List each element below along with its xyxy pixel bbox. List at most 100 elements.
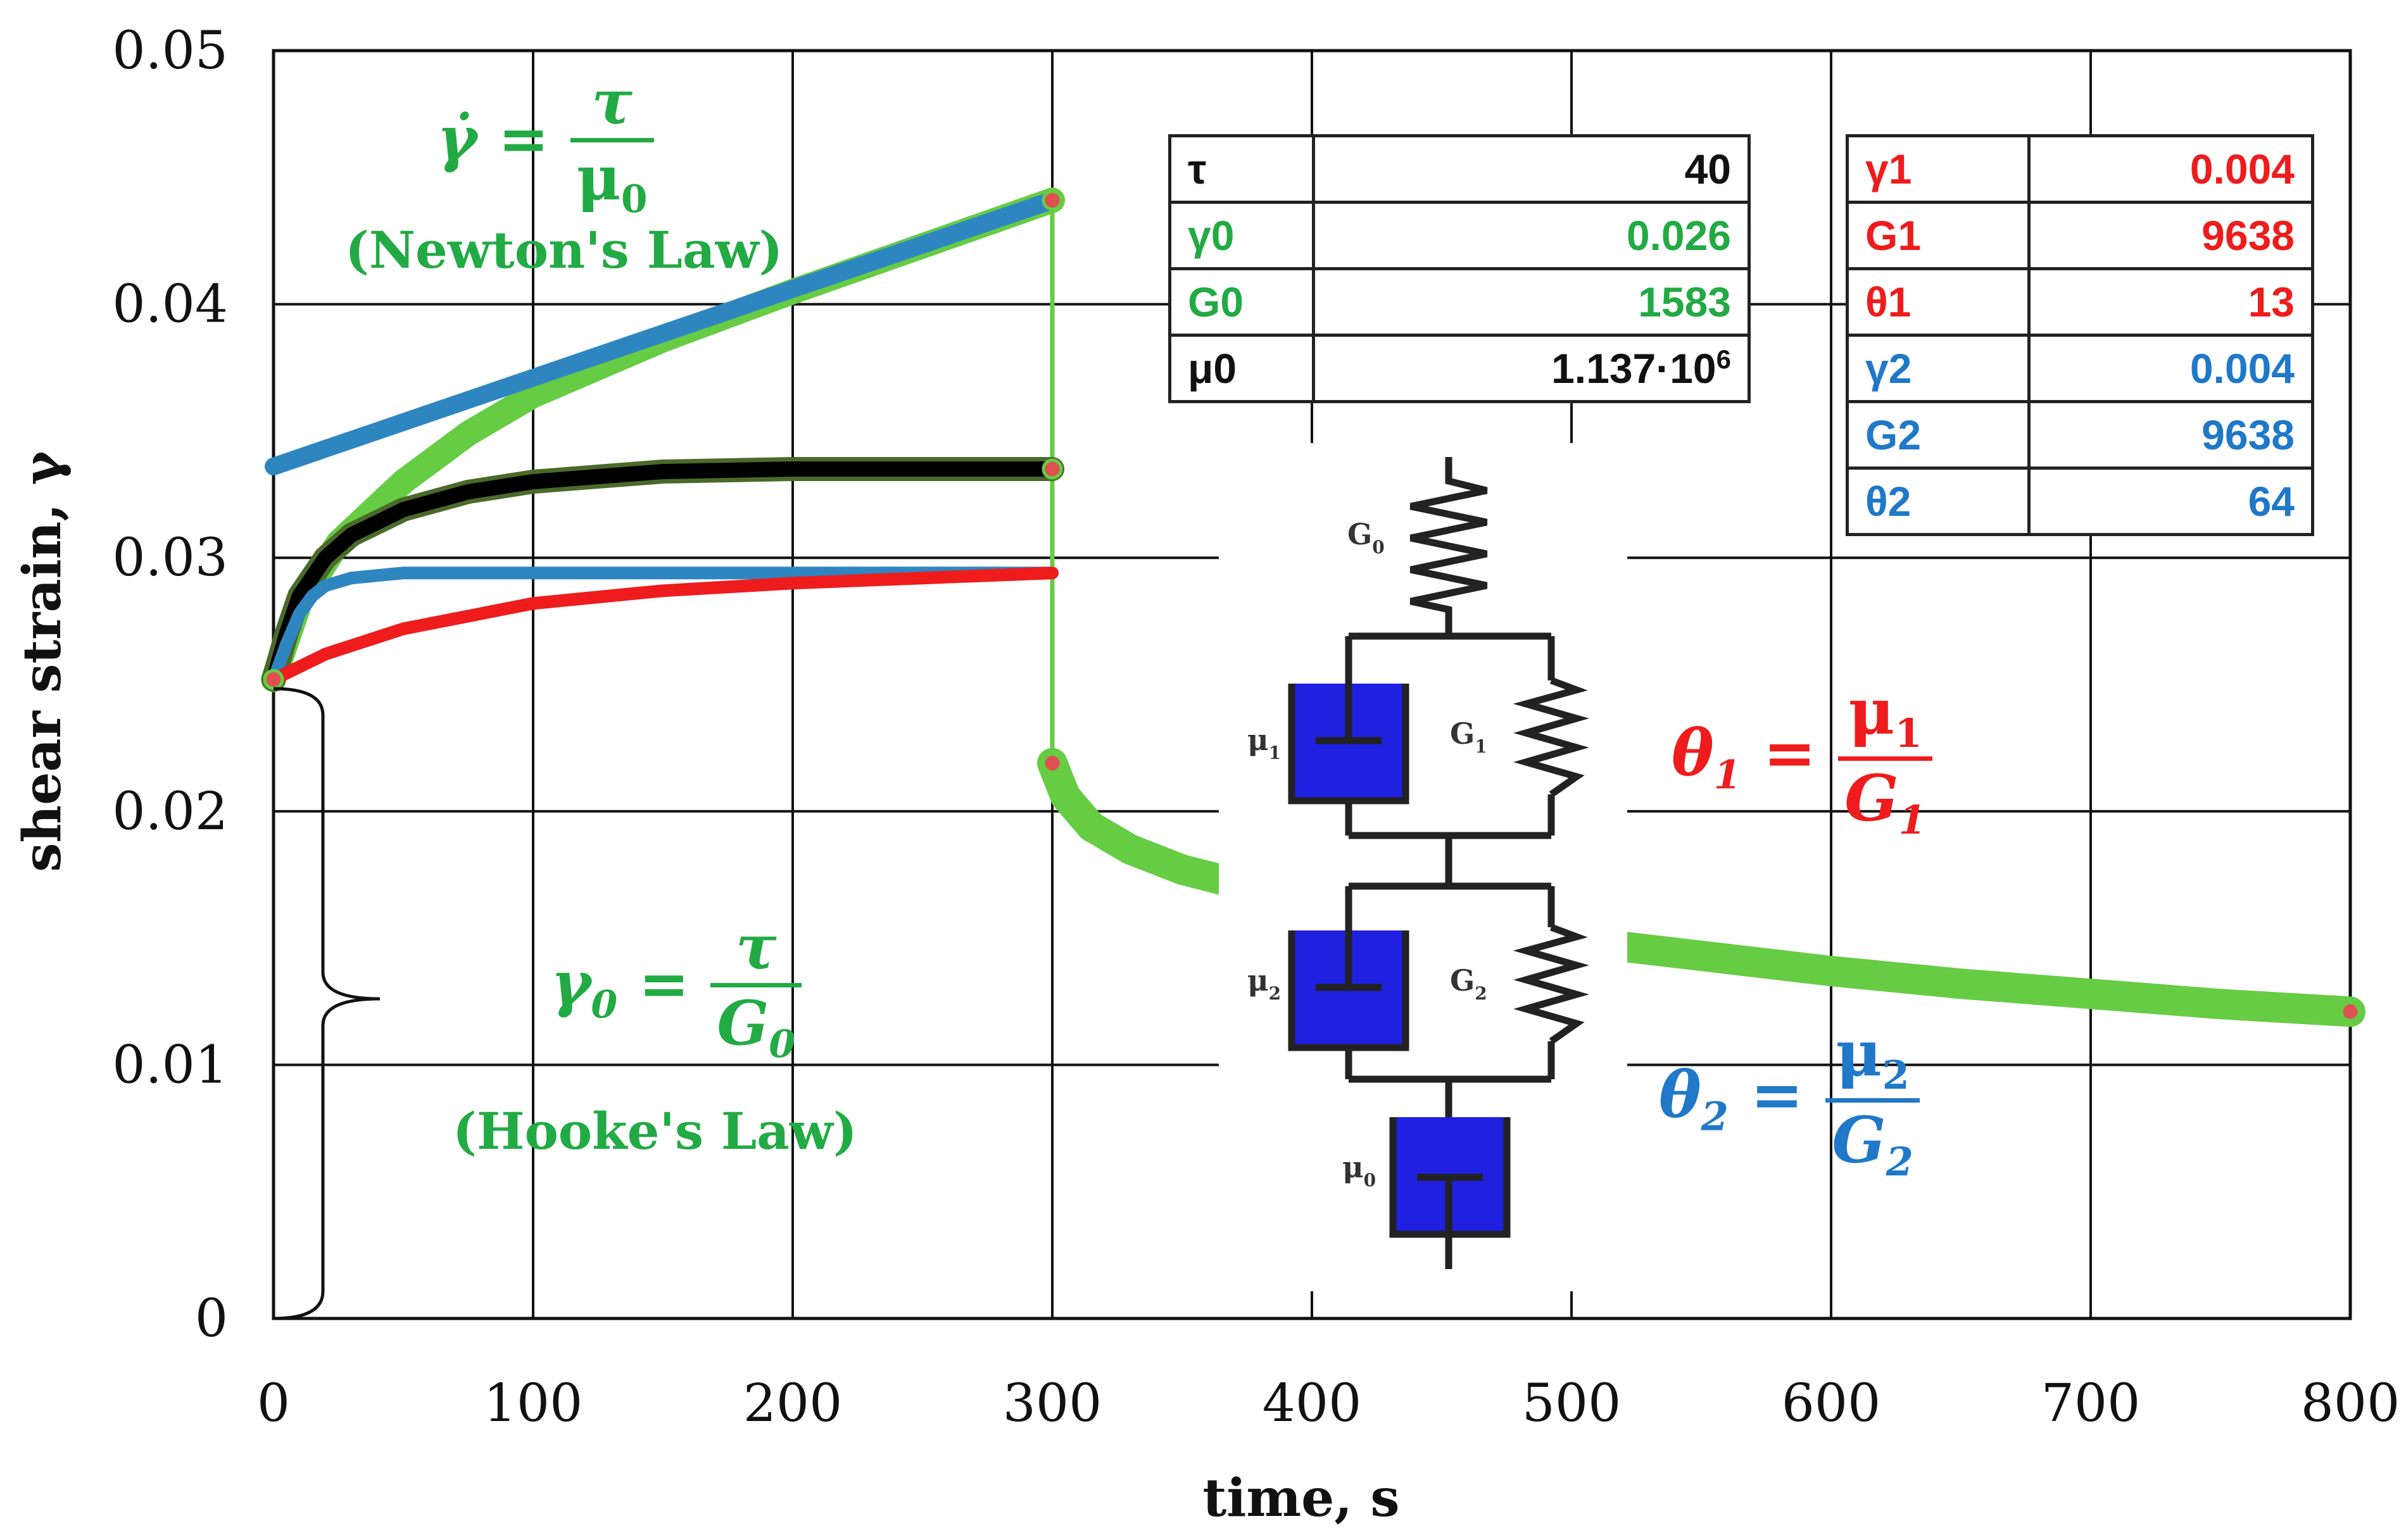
kv1-frame (1345, 632, 1555, 886)
theta2-denominator: G2 (1832, 1103, 1913, 1185)
dashpot-mu0 (1389, 1117, 1511, 1269)
table-value-exponent: 6 (1716, 344, 1731, 374)
x-tick-label: 500 (1522, 1374, 1622, 1434)
table-row: μ0 1.137·106 (1168, 334, 1751, 403)
table-value: 0.004 (2027, 134, 2314, 204)
table-row: G1 9638 (1846, 201, 2314, 270)
table-row: G2 9638 (1846, 400, 2314, 470)
x-tick-label: 700 (2041, 1374, 2141, 1434)
table-value: 1583 (1312, 267, 1751, 337)
x-tick-label: 0 (257, 1374, 290, 1434)
data-marker (1042, 753, 1063, 774)
data-marker (1042, 189, 1063, 211)
parameter-table-left: τ 40 γ0 0.026 G0 1583 μ0 1.137·106 (1168, 134, 1751, 403)
tick-labels: 0 100 200 300 400 500 600 700 80000.010.020.030.… (112, 21, 2400, 1434)
table-key: μ0 (1168, 334, 1315, 403)
parameter-table-right: γ1 0.004 G1 9638 θ1 13 γ2 0.004 G2 9638 θ2 64 (1846, 134, 2314, 536)
newton-lhs: γ̇ = (437, 103, 550, 175)
y-tick-label: 0.05 (112, 21, 228, 81)
theta1-equation: θ1 = μ1 G1 (1672, 674, 1932, 843)
x-axis-title: time, s (1202, 1468, 1399, 1529)
kv2-frame (1345, 882, 1555, 1117)
hooke-lhs-sub: 0 (591, 982, 618, 1027)
y-tick-label: 0.02 (112, 782, 228, 842)
hooke-denominator: G0 (717, 987, 796, 1067)
table-value: 64 (2027, 466, 2314, 536)
theta2-fraction: μ2 G2 (1825, 1016, 1920, 1185)
theta1-lhs: θ (1672, 715, 1714, 791)
table-value: 13 (2027, 267, 2314, 337)
x-tick-label: 200 (743, 1374, 843, 1434)
spring-g0 (1409, 457, 1488, 636)
series-line-3 (267, 567, 1059, 686)
y-tick-label: 0 (195, 1289, 228, 1349)
x-tick-label: 300 (1003, 1374, 1102, 1434)
rheological-model-diagram: G0 μ1 G1 μ2 G2 μ0 (1219, 443, 1627, 1291)
theta1-lhs-sub: 1 (1713, 751, 1741, 798)
theta2-lhs: θ (1659, 1057, 1701, 1132)
hooke-brace (273, 687, 381, 1320)
theta2-lhs-sub: 2 (1701, 1093, 1729, 1140)
y-tick-label: 0.01 (112, 1035, 228, 1095)
y-tick-label: 0.03 (112, 528, 228, 588)
table-row: θ1 13 (1846, 267, 2314, 337)
table-key: θ1 (1846, 267, 2031, 337)
table-key: G1 (1846, 201, 2031, 270)
data-marker (263, 668, 284, 690)
x-tick-label: 600 (1782, 1374, 1881, 1434)
newton-numerator: τ (570, 66, 654, 142)
dashpot-mu2 (1288, 930, 1409, 1051)
hooke-caption: (Hooke's Law) (453, 1101, 857, 1161)
table-value: 1.137·106 (1312, 334, 1751, 403)
spring-g2 (1513, 923, 1589, 1044)
theta1-denominator: G1 (1844, 761, 1926, 843)
table-key: γ1 (1846, 134, 2031, 204)
label-g0: G0 (1347, 517, 1385, 558)
hooke-equation: γ0 = τ G0 (551, 911, 802, 1067)
label-mu1: μ1 (1247, 723, 1281, 763)
hooke-lhs: γ (551, 948, 591, 1020)
table-value: 9638 (2027, 201, 2314, 270)
theta2-numerator: μ2 (1825, 1016, 1920, 1103)
hooke-numerator: τ (710, 911, 802, 987)
data-marker (2340, 1001, 2361, 1022)
table-row: τ 40 (1168, 134, 1751, 204)
x-tick-label: 800 (2301, 1374, 2400, 1434)
hooke-fraction: τ G0 (710, 911, 802, 1067)
table-row: γ2 0.004 (1846, 334, 2314, 403)
series-line-2 (266, 461, 1060, 687)
newton-equation: γ̇ = τ μ0 (437, 66, 654, 222)
table-row: G0 1583 (1168, 267, 1751, 337)
table-key: γ2 (1846, 334, 2031, 403)
table-row: γ0 0.026 (1168, 201, 1751, 270)
table-key: G0 (1168, 267, 1315, 337)
label-mu0: μ0 (1342, 1150, 1376, 1191)
y-tick-label: 0.04 (112, 275, 228, 335)
theta2-equation: θ2 = μ2 G2 (1659, 1016, 1920, 1185)
series-line-1 (265, 191, 1061, 475)
data-marker (1042, 458, 1063, 480)
label-mu2: μ2 (1247, 963, 1281, 1004)
y-axis-title: shear strain, γ (12, 451, 73, 872)
theta2-equals: = (1750, 1057, 1804, 1132)
table-value: 40 (1312, 134, 1751, 204)
newton-denominator: μ0 (576, 142, 648, 222)
table-key: θ2 (1846, 466, 2031, 536)
x-tick-label: 100 (484, 1374, 583, 1434)
newton-fraction: τ μ0 (570, 66, 654, 222)
label-g1: G1 (1450, 717, 1487, 757)
table-row: γ1 0.004 (1846, 134, 2314, 204)
x-tick-label: 400 (1263, 1374, 1362, 1434)
dashpot-mu1 (1288, 684, 1409, 804)
series-line-4 (267, 567, 1059, 686)
newton-caption: (Newton's Law) (345, 220, 783, 280)
hooke-equals: = (638, 948, 690, 1020)
theta1-fraction: μ1 G1 (1838, 674, 1932, 843)
theta1-equals: = (1763, 715, 1817, 791)
table-value: 0.026 (1312, 201, 1751, 270)
table-row: θ2 64 (1846, 466, 2314, 536)
table-key: G2 (1846, 400, 2031, 470)
table-value: 0.004 (2027, 334, 2314, 403)
spring-g1 (1513, 677, 1589, 798)
table-key: γ0 (1168, 201, 1315, 270)
